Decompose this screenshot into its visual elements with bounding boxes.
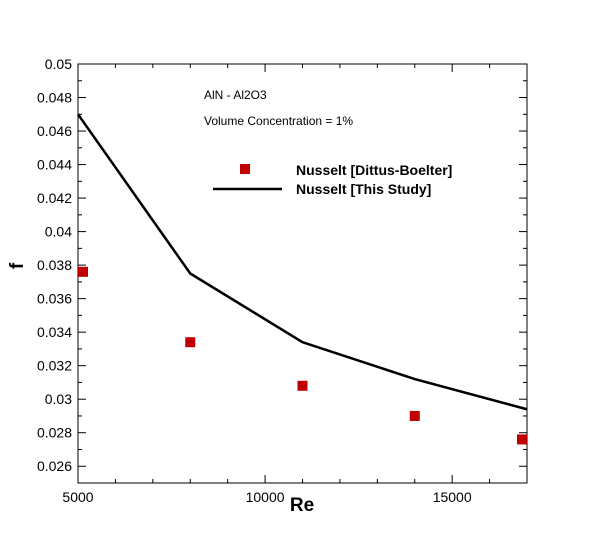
y-tick-label: 0.048 bbox=[37, 90, 72, 106]
legend-label-dittus-boelter: Nusselt [Dittus-Boelter] bbox=[296, 162, 452, 178]
x-tick-label: 10000 bbox=[246, 489, 285, 505]
y-tick-label: 0.032 bbox=[37, 358, 72, 374]
legend: Nusselt [Dittus-Boelter] Nusselt [This S… bbox=[213, 162, 452, 197]
minor-ticks bbox=[78, 64, 528, 484]
data-point-dittus-boelter bbox=[517, 434, 527, 445]
y-tick-label: 0.03 bbox=[45, 391, 72, 407]
y-tick-label: 0.046 bbox=[37, 123, 72, 139]
legend-marker-dittus-boelter bbox=[240, 164, 250, 174]
y-tick-label: 0.038 bbox=[37, 257, 72, 273]
data-point-dittus-boelter bbox=[297, 380, 308, 391]
tick-labels: 5000 10000 15000 0.026 0.028 0.03 0.032 0.034 0.… bbox=[37, 56, 472, 505]
y-tick-label: 0.042 bbox=[37, 190, 72, 206]
x-tick-label: 5000 bbox=[62, 489, 93, 505]
x-tick-label: 15000 bbox=[433, 489, 472, 505]
series-layer bbox=[76, 113, 528, 445]
data-point-dittus-boelter bbox=[78, 266, 88, 277]
x-axis-label: Re bbox=[290, 495, 314, 516]
y-axis-label: f bbox=[7, 262, 28, 269]
annotation-material: AlN - Al2O3 bbox=[204, 88, 267, 102]
y-tick-label: 0.044 bbox=[37, 157, 72, 173]
series-line-this-study bbox=[76, 113, 528, 411]
data-point-dittus-boelter bbox=[185, 337, 196, 348]
annotation-volume-concentration: Volume Concentration = 1% bbox=[204, 114, 353, 128]
data-point-dittus-boelter bbox=[409, 410, 420, 421]
y-tick-label: 0.04 bbox=[45, 224, 72, 240]
y-tick-label: 0.05 bbox=[45, 56, 72, 72]
y-tick-label: 0.028 bbox=[37, 425, 72, 441]
y-tick-label: 0.026 bbox=[37, 458, 72, 474]
y-tick-label: 0.034 bbox=[37, 324, 72, 340]
legend-label-this-study: Nusselt [This Study] bbox=[296, 181, 431, 197]
major-ticks bbox=[77, 63, 527, 483]
y-tick-label: 0.036 bbox=[37, 291, 72, 307]
